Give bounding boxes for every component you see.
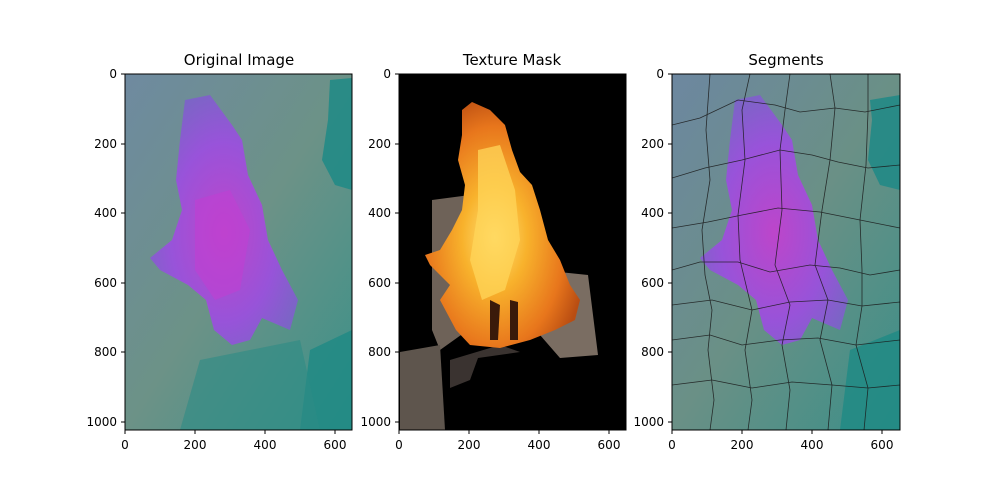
texture-mask-raster [399, 74, 626, 430]
y-axis: 0 200 400 600 800 1000 [360, 67, 399, 429]
x-tick-label: 600 [871, 438, 894, 452]
y-tick-label: 600 [641, 276, 664, 290]
y-tick-label: 200 [368, 137, 391, 151]
y-tick-label: 0 [383, 67, 391, 81]
y-tick-label: 0 [109, 67, 117, 81]
panel-segments: Segments [633, 51, 901, 452]
panel-title: Segments [748, 51, 824, 69]
x-tick-label: 200 [731, 438, 754, 452]
y-tick-label: 800 [641, 345, 664, 359]
x-tick-label: 400 [254, 438, 277, 452]
panel-original-image: Original Image 0 200 400 600 [86, 51, 353, 452]
x-tick-label: 200 [458, 438, 481, 452]
x-tick-label: 0 [668, 438, 676, 452]
y-tick-label: 200 [641, 137, 664, 151]
segment-boundaries [672, 74, 900, 430]
x-axis: 0 200 400 600 [395, 430, 620, 452]
panel-title: Texture Mask [462, 51, 562, 69]
y-axis: 0 200 400 600 800 1000 [633, 67, 672, 429]
y-tick-label: 600 [368, 276, 391, 290]
x-tick-label: 600 [598, 438, 621, 452]
y-tick-label: 800 [94, 345, 117, 359]
segments-raster [672, 74, 900, 430]
y-tick-label: 400 [641, 206, 664, 220]
y-tick-label: 400 [368, 206, 391, 220]
x-axis: 0 200 400 600 [121, 430, 346, 452]
y-tick-label: 0 [656, 67, 664, 81]
original-image-raster [125, 74, 352, 430]
y-tick-label: 1000 [633, 415, 664, 429]
y-tick-label: 400 [94, 206, 117, 220]
x-tick-label: 0 [395, 438, 403, 452]
y-tick-label: 1000 [360, 415, 391, 429]
x-tick-label: 400 [528, 438, 551, 452]
x-tick-label: 0 [121, 438, 129, 452]
y-tick-label: 800 [368, 345, 391, 359]
x-tick-label: 400 [801, 438, 824, 452]
panel-texture-mask: Texture Mask 0 200 400 600 [360, 51, 627, 452]
x-axis: 0 200 400 600 [668, 430, 893, 452]
y-tick-label: 1000 [86, 415, 117, 429]
panel-title: Original Image [184, 51, 294, 69]
x-tick-label: 600 [324, 438, 347, 452]
y-tick-label: 200 [94, 137, 117, 151]
y-tick-label: 600 [94, 276, 117, 290]
x-tick-label: 200 [184, 438, 207, 452]
y-axis: 0 200 400 600 800 1000 [86, 67, 125, 429]
